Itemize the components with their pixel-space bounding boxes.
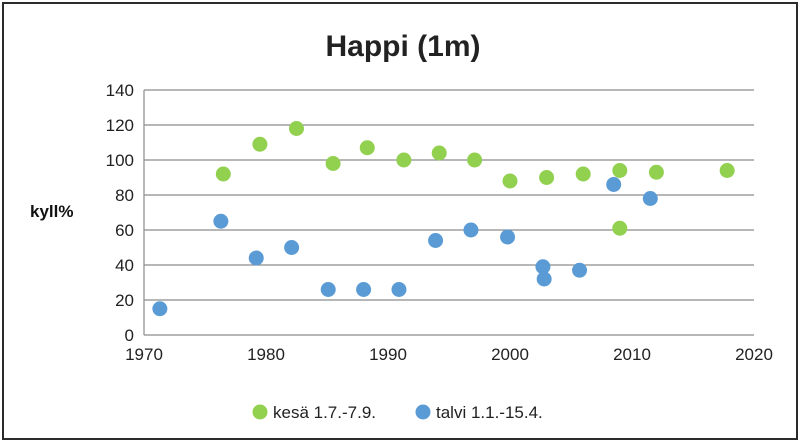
summer-point: [215, 166, 231, 182]
axes: [143, 90, 754, 336]
summer-point: [719, 163, 735, 178]
winter-point: [248, 250, 264, 266]
legend-label-winter: talvi 1.1.-15.4.: [436, 403, 543, 422]
x-tick-label: 1970: [125, 345, 163, 364]
x-tick-labels: 1970 1980 1990 2000 2010 2020: [125, 345, 773, 364]
legend-marker-winter: [415, 404, 431, 420]
summer-point: [359, 140, 375, 156]
summer-point: [612, 163, 628, 178]
winter-point: [642, 191, 658, 206]
y-tick-label: 120: [106, 116, 134, 135]
y-tick-label: 40: [115, 256, 134, 275]
summer-point: [289, 121, 304, 136]
summer-point: [431, 145, 447, 161]
legend: kesä 1.7.-7.9. talvi 1.1.-15.4.: [252, 403, 543, 422]
x-tick-label: 2010: [613, 345, 651, 364]
winter-point: [572, 262, 588, 278]
gridlines: [144, 89, 754, 301]
winter-point: [500, 229, 516, 245]
winter-point: [284, 240, 300, 255]
winter-point: [213, 213, 229, 229]
y-tick-label: 0: [125, 326, 134, 345]
winter-point: [463, 222, 479, 238]
data-points: [152, 121, 735, 317]
x-tick-label: 2020: [735, 345, 773, 364]
winter-point: [320, 282, 336, 297]
summer-point: [612, 220, 628, 236]
winter-point: [356, 282, 372, 297]
y-tick-label: 140: [106, 81, 134, 100]
chart-title: Happi (1m): [325, 30, 480, 63]
winter-point: [391, 282, 407, 297]
summer-point: [467, 152, 483, 168]
scatter-chart: Happi (1m) kyll% 0 20 40 60 80 100 120 140 1970…: [30, 30, 773, 422]
summer-point: [575, 166, 591, 182]
x-tick-label: 1980: [247, 345, 285, 364]
summer-point: [252, 136, 268, 152]
summer-point: [502, 173, 518, 189]
summer-point: [325, 156, 341, 171]
summer-point: [539, 170, 555, 185]
x-tick-label: 1990: [369, 345, 407, 364]
summer-point: [396, 152, 412, 168]
legend-marker-summer: [252, 404, 268, 420]
x-tick-label: 2000: [491, 345, 529, 364]
winter-point: [535, 259, 551, 275]
y-tick-label: 60: [115, 221, 134, 240]
y-tick-label: 20: [115, 291, 134, 310]
y-tick-labels: 0 20 40 60 80 100 120 140: [106, 81, 134, 345]
winter-point: [428, 233, 444, 248]
y-axis-label: kyll%: [30, 202, 73, 221]
winter-point: [606, 177, 622, 192]
winter-point: [152, 301, 168, 317]
summer-point: [648, 164, 664, 180]
y-tick-label: 100: [106, 151, 134, 170]
y-tick-label: 80: [115, 186, 134, 205]
winter-point: [536, 271, 552, 287]
legend-label-summer: kesä 1.7.-7.9.: [273, 403, 376, 422]
